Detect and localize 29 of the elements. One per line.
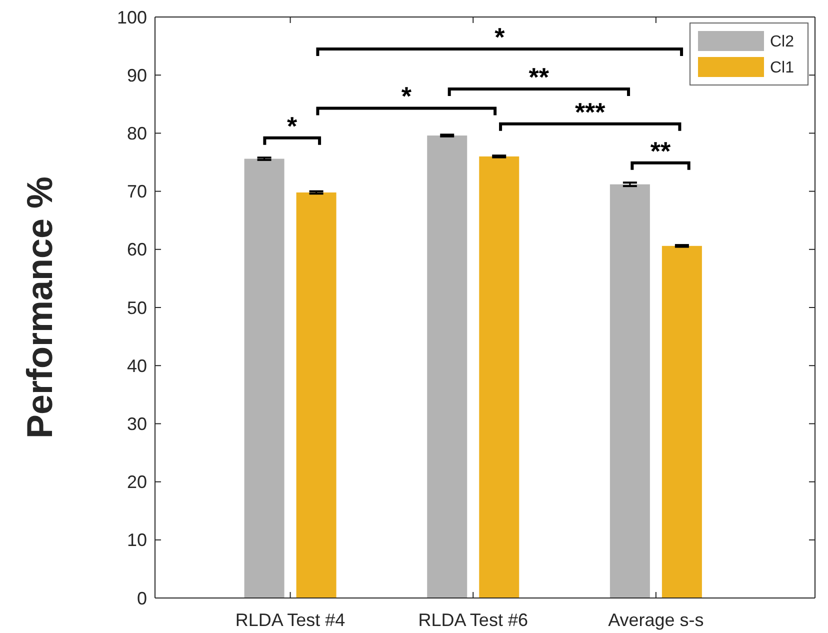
y-tick-label: 20 [126,472,147,492]
y-tick-label: 30 [126,414,147,434]
legend-label: Cl2 [770,34,794,51]
bar [296,192,336,598]
bar [427,136,468,598]
annotation: * [401,81,412,112]
y-tick-label: 40 [126,356,147,376]
annotation: * [494,22,506,52]
legend-label: Cl1 [770,60,794,77]
bar [244,158,284,598]
annotation: *** [574,96,606,127]
y-tick-label: 90 [126,65,147,86]
bar [610,184,650,598]
y-tick-label: 0 [136,588,147,608]
y-tick-label: 70 [126,182,147,202]
y-tick-label: 50 [126,298,147,318]
x-tick-label: RLDA Test #4 [235,610,346,630]
y-axis-title: Performance % [19,176,60,439]
annotation: * [287,110,298,141]
y-tick-label: 10 [126,530,147,550]
x-tick-label: RLDA Test #6 [418,610,528,630]
annotation: ** [528,62,550,92]
y-tick-label: 100 [116,7,147,28]
bar [479,156,520,598]
y-tick-label: 80 [126,124,147,144]
annotation: ** [650,136,672,166]
y-tick-label: 60 [126,240,147,260]
x-tick-label: Average s-s [608,610,704,630]
bar [662,246,702,598]
